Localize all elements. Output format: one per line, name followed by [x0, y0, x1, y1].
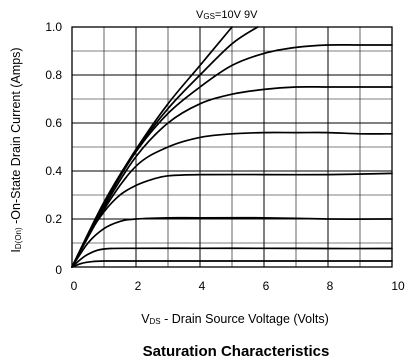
y-tick-label: 0.8 [45, 68, 62, 82]
series-curve-8 [71, 247, 393, 268]
vgs-annotation: VGS=10V 9V [196, 9, 258, 21]
y-tick-label: 0 [55, 263, 62, 277]
series-curve-4 [71, 85, 393, 268]
y-tick-labels: 0 0.2 0.4 0.6 0.8 1.0 [45, 20, 62, 277]
series-curve-6 [71, 172, 393, 268]
series-curve-9 [71, 260, 393, 268]
x-tick-label: 0 [71, 279, 78, 293]
series-curve-7 [71, 216, 393, 268]
y-tick-label: 0.4 [45, 164, 62, 178]
series-curves [71, 26, 393, 268]
y-tick-label: 0.6 [45, 116, 62, 130]
y-tick-label: 1.0 [45, 20, 62, 34]
plot-frame [71, 26, 393, 268]
chart-title: Saturation Characteristics [143, 343, 330, 360]
x-tick-label: 10 [391, 279, 405, 293]
x-tick-label: 4 [199, 279, 206, 293]
y-tick-label: 0.2 [45, 212, 62, 226]
y-axis-label: ID(On) -On-State Drain Current (Amps) [9, 47, 23, 252]
x-tick-label: 8 [327, 279, 334, 293]
x-tick-label: 2 [135, 279, 142, 293]
x-tick-label: 6 [263, 279, 270, 293]
x-tick-labels: 0 2 4 6 8 10 [71, 279, 405, 293]
series-curve-3 [71, 43, 393, 268]
series-curve-5 [71, 131, 393, 268]
x-axis-label: VDS - Drain Source Voltage (Volts) [141, 312, 329, 326]
